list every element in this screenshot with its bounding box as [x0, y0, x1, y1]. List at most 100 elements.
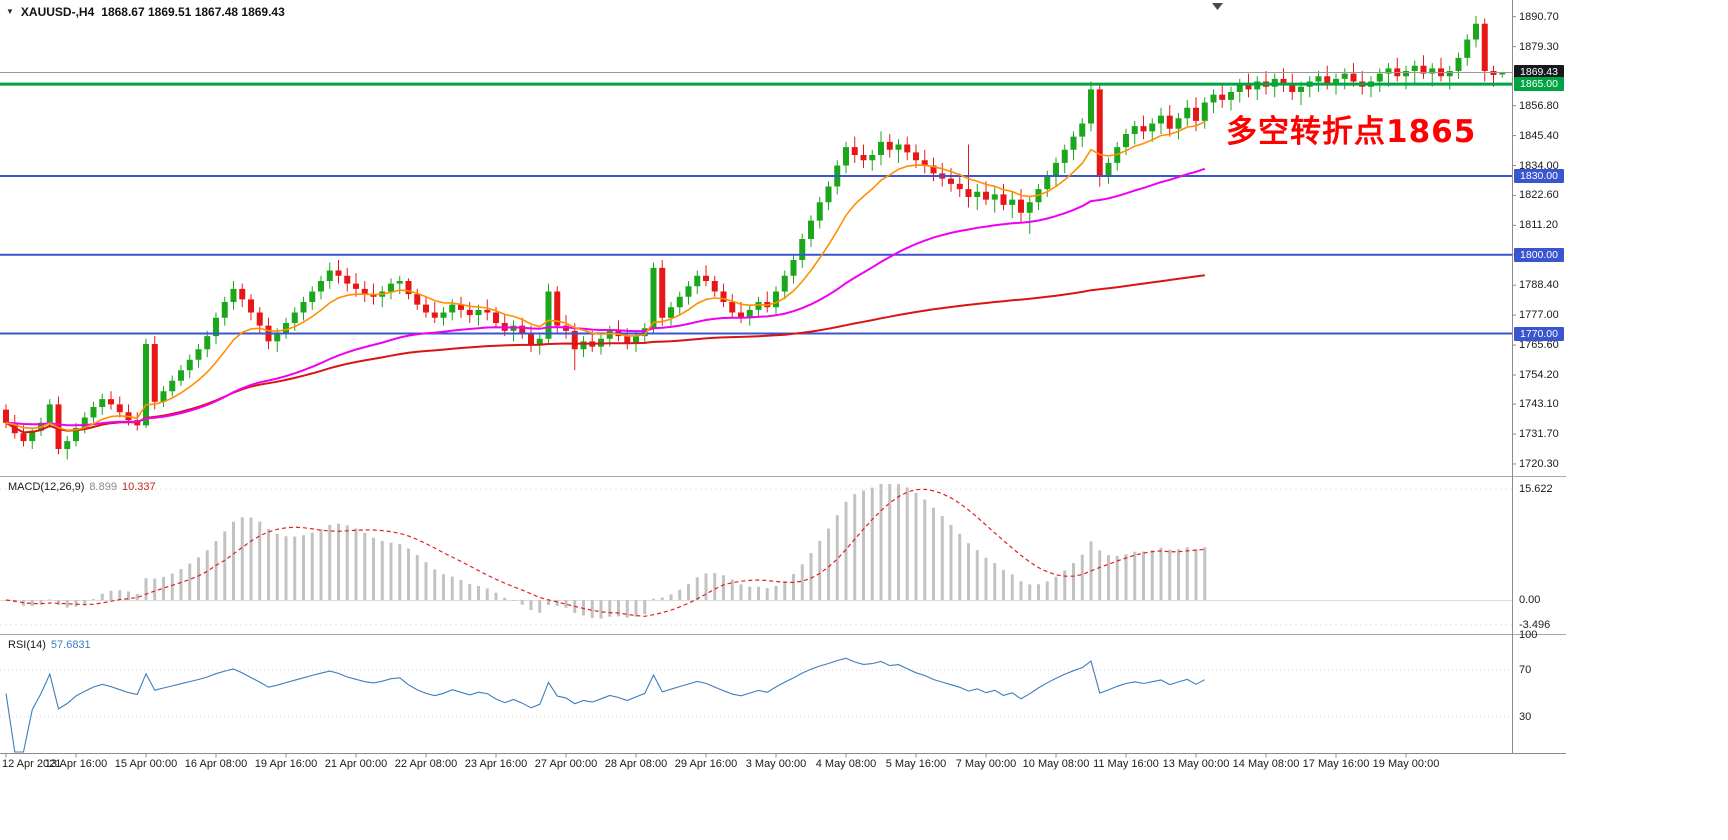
annotation-text[interactable]: 多空转折点1865	[1226, 114, 1477, 150]
macd-histogram-bar	[398, 543, 402, 600]
macd-histogram-bar	[319, 529, 323, 600]
time-axis-label: 13 May 00:00	[1162, 758, 1230, 770]
candle-body	[1096, 89, 1103, 176]
macd-histogram-bar	[450, 576, 454, 600]
macd-histogram-bar	[809, 553, 813, 600]
macd-histogram-bar	[827, 528, 830, 600]
candle-body	[99, 399, 106, 407]
macd-histogram-bar	[844, 501, 848, 600]
candle-body	[1018, 199, 1024, 213]
price-tick-label: 1822.60	[1519, 189, 1559, 202]
candle-body	[20, 433, 27, 442]
macd-histogram-bar	[442, 574, 445, 600]
macd-histogram-bar	[687, 583, 690, 600]
candle-body	[213, 317, 219, 337]
candle-body	[143, 344, 149, 426]
macd-histogram-bar	[372, 537, 375, 600]
rsi-value: 57.6831	[50, 639, 91, 651]
chart-title-bar: ▼ XAUUSD-,H4 1868.67 1869.51 1867.48 186…	[6, 5, 285, 19]
time-axis-label: 10 May 08:00	[1022, 758, 1090, 770]
candle-body	[851, 147, 858, 155]
candle-body	[160, 391, 167, 402]
time-axis-label: 13 Apr 16:00	[44, 758, 108, 770]
candle-body	[843, 147, 849, 166]
macd-scale-label: 0.00	[1519, 594, 1541, 606]
macd-histogram-bar	[783, 581, 787, 600]
rsi-line	[5, 657, 1206, 753]
candle-body	[326, 270, 333, 281]
time-axis-label: 17 May 16:00	[1302, 758, 1370, 770]
candle-body	[1201, 102, 1208, 121]
chart-shift-marker-icon[interactable]	[1212, 3, 1223, 10]
candle-body	[335, 270, 342, 276]
candle-body	[458, 304, 464, 310]
macd-histogram-bar	[652, 598, 655, 600]
macd-histogram-bar	[39, 600, 43, 605]
macd-histogram-bar	[958, 533, 962, 600]
macd-histogram-bar	[30, 600, 34, 607]
candle-body	[1455, 57, 1462, 71]
macd-histogram-bar	[162, 576, 165, 600]
symbol-dropdown-icon[interactable]: ▼	[6, 7, 14, 16]
candle-body	[361, 288, 368, 295]
candle-body	[956, 183, 963, 190]
candle-body	[641, 328, 648, 337]
macd-histogram-bar	[1133, 551, 1137, 600]
candle-body	[1376, 73, 1383, 82]
ma-mid-line	[5, 167, 1206, 427]
macd-histogram-bar	[757, 586, 760, 600]
macd-histogram-bar	[879, 483, 883, 600]
candle-body	[221, 302, 228, 318]
macd-histogram-bar	[555, 600, 559, 606]
time-axis-label: 3 May 00:00	[745, 758, 807, 770]
rsi-indicator-label: RSI(14) 57.6831	[8, 639, 91, 651]
candle-body	[781, 275, 788, 292]
candle-body	[300, 302, 307, 313]
candle-body	[90, 407, 97, 418]
candle-body	[528, 333, 534, 344]
candle-body	[1009, 199, 1016, 205]
rsi-scale-label: 30	[1519, 710, 1532, 723]
candle-body	[239, 288, 246, 300]
macd-histogram-bar	[83, 600, 87, 604]
macd-histogram-bar	[232, 521, 235, 600]
candle-body	[554, 291, 561, 326]
price-tick-label: 1731.70	[1519, 428, 1559, 441]
ohlc-values: 1868.67 1869.51 1867.48 1869.43	[101, 5, 285, 19]
price-tick-label: 1811.20	[1519, 219, 1558, 232]
macd-histogram-bar	[538, 600, 542, 613]
macd-histogram-bar	[1072, 562, 1075, 600]
candle-body	[55, 404, 62, 449]
candle-body	[1193, 107, 1199, 121]
macd-histogram-bar	[127, 591, 130, 600]
candle-body	[738, 312, 744, 318]
macd-histogram-bar	[1185, 547, 1189, 600]
macd-histogram-bar	[1028, 584, 1032, 600]
macd-histogram-bar	[503, 597, 507, 600]
macd-histogram-bar	[1168, 549, 1172, 600]
macd-histogram-bar	[57, 600, 60, 606]
candle-body	[230, 288, 237, 302]
candle-body	[414, 294, 421, 305]
macd-histogram-bar	[599, 600, 603, 619]
candle-body	[1219, 94, 1226, 100]
macd-histogram-bar	[1124, 554, 1128, 600]
candle-body	[309, 291, 316, 302]
macd-histogram-bar	[940, 516, 944, 600]
price-tick-label: 1777.00	[1519, 309, 1559, 322]
candle-body	[878, 141, 884, 155]
candle-body	[519, 325, 526, 334]
macd-histogram-bar	[529, 600, 533, 611]
candle-body	[46, 404, 53, 423]
macd-histogram-bar	[713, 573, 717, 600]
candle-body	[1446, 71, 1453, 77]
macd-histogram-bar	[337, 523, 340, 600]
price-tick-label: 1743.10	[1519, 398, 1559, 411]
macd-scale-label: -3.496	[1519, 618, 1551, 631]
candle-body	[1026, 202, 1033, 213]
candle-body	[703, 275, 709, 281]
price-tick-label: 1754.20	[1519, 368, 1559, 381]
macd-histogram-bar	[1098, 550, 1102, 600]
candle-body	[1341, 73, 1348, 79]
